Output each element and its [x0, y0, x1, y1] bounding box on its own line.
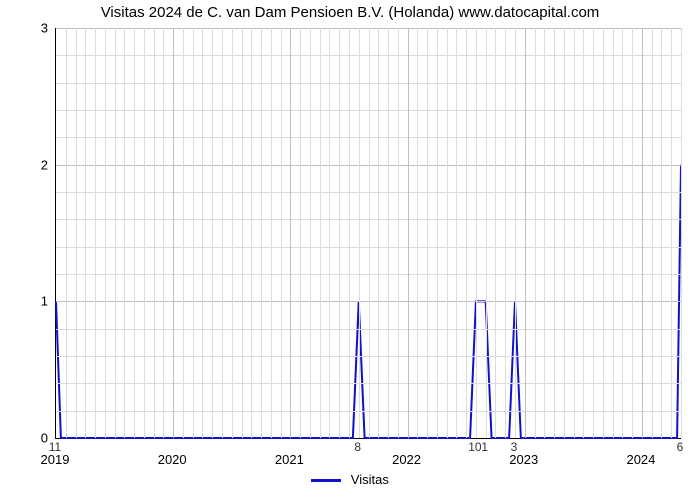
legend-label: Visitas: [351, 472, 389, 487]
point-label: 1: [481, 440, 488, 454]
point-label: 10: [468, 440, 481, 454]
gridline-v-major: [290, 28, 291, 438]
gridline-v-minor: [681, 28, 682, 438]
line-chart: Visitas 2024 de C. van Dam Pensioen B.V.…: [0, 0, 700, 500]
gridline-v-minor: [154, 28, 155, 438]
gridline-v-minor: [652, 28, 653, 438]
y-tick-label: 0: [8, 431, 48, 446]
gridline-v-minor: [505, 28, 506, 438]
gridline-v-minor: [124, 28, 125, 438]
gridline-v-minor: [193, 28, 194, 438]
gridline-v-minor: [603, 28, 604, 438]
gridline-v-minor: [320, 28, 321, 438]
gridline-v-minor: [212, 28, 213, 438]
gridline-v-minor: [232, 28, 233, 438]
x-tick-label: 2022: [392, 452, 421, 467]
gridline-v-minor: [574, 28, 575, 438]
gridline-v-minor: [583, 28, 584, 438]
gridline-v-minor: [466, 28, 467, 438]
chart-title: Visitas 2024 de C. van Dam Pensioen B.V.…: [0, 4, 700, 21]
gridline-v-minor: [661, 28, 662, 438]
legend: Visitas: [0, 472, 700, 487]
gridline-v-minor: [105, 28, 106, 438]
gridline-v-minor: [85, 28, 86, 438]
gridline-v-minor: [554, 28, 555, 438]
gridline-v-minor: [622, 28, 623, 438]
x-tick-label: 2023: [509, 452, 538, 467]
gridline-v-minor: [222, 28, 223, 438]
gridline-v-minor: [456, 28, 457, 438]
legend-swatch: [311, 479, 341, 482]
gridline-v-major: [408, 28, 409, 438]
gridline-v-minor: [281, 28, 282, 438]
gridline-v-minor: [339, 28, 340, 438]
plot-area: [55, 28, 681, 439]
gridline-v-minor: [632, 28, 633, 438]
gridline-v-minor: [515, 28, 516, 438]
gridline-v-minor: [66, 28, 67, 438]
gridline-v-minor: [310, 28, 311, 438]
gridline-v-minor: [300, 28, 301, 438]
gridline-v-minor: [115, 28, 116, 438]
gridline-v-minor: [495, 28, 496, 438]
gridline-v-minor: [476, 28, 477, 438]
x-tick-label: 2020: [158, 452, 187, 467]
gridline-v-minor: [242, 28, 243, 438]
gridline-v-minor: [671, 28, 672, 438]
y-tick-label: 3: [8, 21, 48, 36]
point-label: 6: [677, 440, 684, 454]
gridline-v-minor: [329, 28, 330, 438]
gridline-v-minor: [417, 28, 418, 438]
gridline-v-minor: [593, 28, 594, 438]
gridline-v-minor: [261, 28, 262, 438]
gridline-v-major: [642, 28, 643, 438]
gridline-v-major: [525, 28, 526, 438]
gridline-v-minor: [388, 28, 389, 438]
gridline-v-minor: [613, 28, 614, 438]
gridline-v-minor: [95, 28, 96, 438]
gridline-v-major: [173, 28, 174, 438]
gridline-v-minor: [76, 28, 77, 438]
gridline-v-minor: [183, 28, 184, 438]
gridline-v-minor: [486, 28, 487, 438]
gridline-v-minor: [447, 28, 448, 438]
point-label: 3: [511, 440, 518, 454]
gridline-v-minor: [134, 28, 135, 438]
gridline-v-minor: [144, 28, 145, 438]
x-tick-label: 2019: [41, 452, 70, 467]
gridline-v-minor: [271, 28, 272, 438]
y-tick-label: 1: [8, 294, 48, 309]
gridline-v-minor: [427, 28, 428, 438]
y-tick-label: 2: [8, 157, 48, 172]
gridline-v-minor: [202, 28, 203, 438]
gridline-v-minor: [378, 28, 379, 438]
point-label: 11: [49, 440, 61, 454]
gridline-v-minor: [544, 28, 545, 438]
gridline-v-minor: [369, 28, 370, 438]
gridline-v-minor: [359, 28, 360, 438]
gridline-v-minor: [251, 28, 252, 438]
x-tick-label: 2024: [626, 452, 655, 467]
gridline-v-minor: [564, 28, 565, 438]
gridline-v-minor: [437, 28, 438, 438]
gridline-v-minor: [535, 28, 536, 438]
x-tick-label: 2021: [275, 452, 304, 467]
gridline-v-minor: [349, 28, 350, 438]
gridline-v-minor: [163, 28, 164, 438]
gridline-v-minor: [398, 28, 399, 438]
point-label: 8: [354, 440, 361, 454]
